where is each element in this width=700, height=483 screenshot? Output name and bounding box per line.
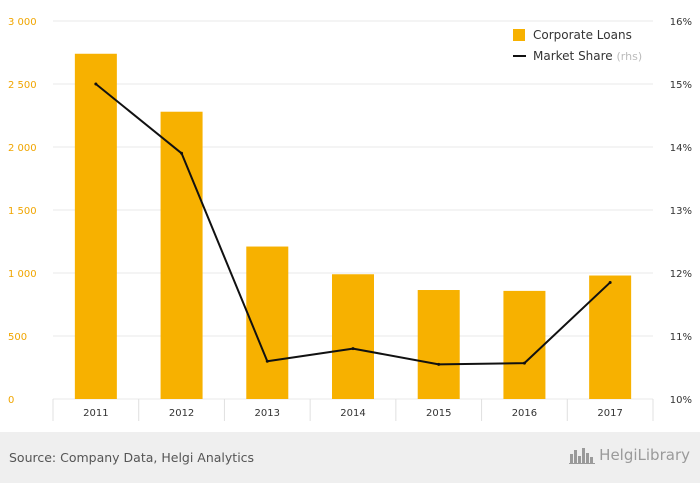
- y-left-tick-label: 500: [8, 332, 27, 343]
- bar: [246, 246, 289, 399]
- bar: [74, 53, 117, 399]
- source-note: Source: Company Data, Helgi Analytics: [9, 450, 255, 465]
- bar: [503, 290, 546, 399]
- bar: [589, 275, 632, 399]
- y-right-tick-label: 11%: [670, 332, 692, 343]
- bar: [417, 290, 460, 399]
- y-right-tick-label: 12%: [670, 269, 692, 280]
- line-point: [265, 359, 269, 363]
- y-left-tick-label: 2 500: [8, 80, 37, 91]
- y-left-tick-label: 3 000: [8, 17, 37, 28]
- brand-logo[interactable]: HelgiLibrary: [569, 446, 690, 464]
- y-left-tick-label: 2 000: [8, 143, 37, 154]
- chart-footer: Source: Company Data, Helgi Analytics He…: [0, 432, 700, 483]
- y-left-tick-label: 0: [8, 395, 14, 406]
- x-tick-label: 2013: [255, 408, 280, 419]
- line-point: [180, 151, 184, 155]
- line-point: [351, 347, 355, 351]
- y-left-tick-label: 1 500: [8, 206, 37, 217]
- y-right-tick-label: 16%: [670, 17, 692, 28]
- legend-label-corporate-loans: Corporate Loans: [533, 28, 632, 42]
- y-right-tick-label: 15%: [670, 80, 692, 91]
- combo-chart: 0 500 1 000 1 500 2 000 2 500 3 000 10% 11% 12% 13…: [8, 17, 692, 421]
- line-point: [94, 82, 98, 86]
- line-point: [437, 362, 441, 366]
- x-tick-label: 2012: [169, 408, 194, 419]
- x-tick-label: 2011: [83, 408, 108, 419]
- x-tick-label: 2017: [597, 408, 622, 419]
- legend-label-market-share: Market Share (rhs): [533, 49, 642, 63]
- city-skyline-icon: [569, 448, 596, 464]
- x-tick-label: 2016: [512, 408, 537, 419]
- brand-name: HelgiLibrary: [599, 446, 690, 464]
- line-point: [522, 361, 526, 365]
- bar: [160, 111, 203, 399]
- y-left-tick-label: 1 000: [8, 269, 37, 280]
- line-point: [608, 280, 612, 284]
- legend-swatch-corporate-loans: [513, 29, 525, 41]
- y-right-tick-label: 10%: [670, 395, 692, 406]
- y-right-tick-label: 14%: [670, 143, 692, 154]
- bar: [332, 274, 374, 399]
- x-tick-label: 2015: [426, 408, 451, 419]
- y-right-tick-label: 13%: [670, 206, 692, 217]
- x-tick-label: 2014: [340, 408, 365, 419]
- legend-label-rhs-note: (rhs): [617, 50, 643, 63]
